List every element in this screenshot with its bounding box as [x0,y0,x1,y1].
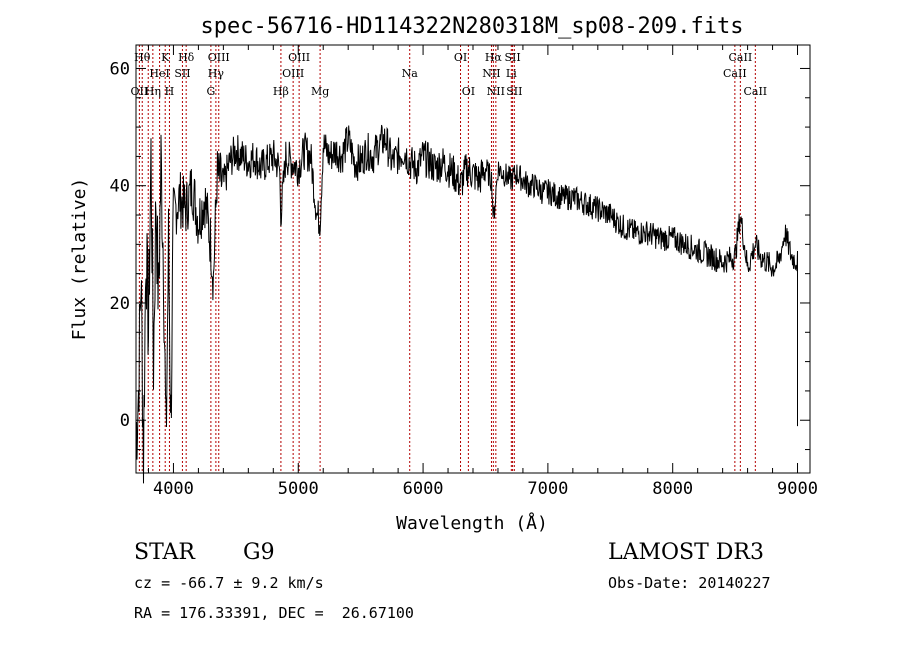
coordinates: RA = 176.33391, DEC = 26.67100 [134,604,414,622]
spectral-line-label: CaII [743,85,767,98]
redshift-text: cz = -66.7 ± 9.2 km/s [134,574,324,592]
spectral-line-label: NII [487,85,505,98]
spectral-line-label: OIII [208,51,230,64]
spectral-line-label: Hβ [273,85,289,98]
spectral-line-label: G [206,85,215,98]
spectral-line-label: H [165,85,175,98]
spectral-line-label: Mg [311,85,329,98]
spectral-line-label: OII [131,85,149,98]
x-tick-label: 7000 [527,479,568,499]
spectral-line-label: CaII [729,51,753,64]
axis-ticks: 4000 5000 6000 7000 8000 9000 0 20 40 60 [110,45,818,499]
y-axis-label: Flux (relative) [69,178,90,341]
x-tick-label: 5000 [278,479,319,499]
obs-date: Obs-Date: 20140227 [608,574,771,592]
spectral-line-label: OIII [288,51,310,64]
spectral-line-label: K [161,51,170,64]
survey-name: LAMOST DR3 [608,540,764,565]
spectral-line-labels: OII Hθ Hη HeI K H SII Hδ G Hγ OIII Hβ OIII OIII Mg Na OI… [131,51,768,98]
spectral-line-label: SII [506,85,522,98]
spectral-line-label: Hα [485,51,503,64]
y-tick-label: 40 [110,177,130,197]
spectral-line-label: SII [174,67,190,80]
y-tick-label: 60 [110,59,130,79]
spectrum-line [135,124,798,484]
spectral-line-label: SII [504,51,520,64]
spectral-line-label: OI [462,85,475,98]
x-tick-label: 9000 [777,479,818,499]
spectral-line-label: OIII [282,67,304,80]
spectral-line-label: OI [454,51,467,64]
spectral-line-label: CaII [723,67,747,80]
x-tick-label: 6000 [403,479,444,499]
spectral-line-label: Hθ [134,51,151,64]
chart-title: spec-56716-HD114322N280318M_sp08-209.fit… [200,14,743,39]
spectral-line-label: Hδ [178,51,195,64]
spectral-line-label: NII [482,67,500,80]
y-tick-label: 20 [110,294,130,314]
x-tick-label: 8000 [652,479,693,499]
y-tick-label: 0 [120,411,130,431]
spectral-line-label: Hγ [208,67,225,80]
spectral-line-markers [138,45,756,473]
spectral-line-label: Li [506,67,517,80]
x-axis-label: Wavelength (Å) [396,512,548,534]
x-tick-label: 4000 [153,479,194,499]
object-subclass: G9 [243,540,275,565]
spectral-line-label: Hη [145,85,161,98]
spectral-line-label: HeI [149,67,169,80]
spectral-line-label: Na [402,67,419,80]
object-class: STAR [134,540,195,565]
